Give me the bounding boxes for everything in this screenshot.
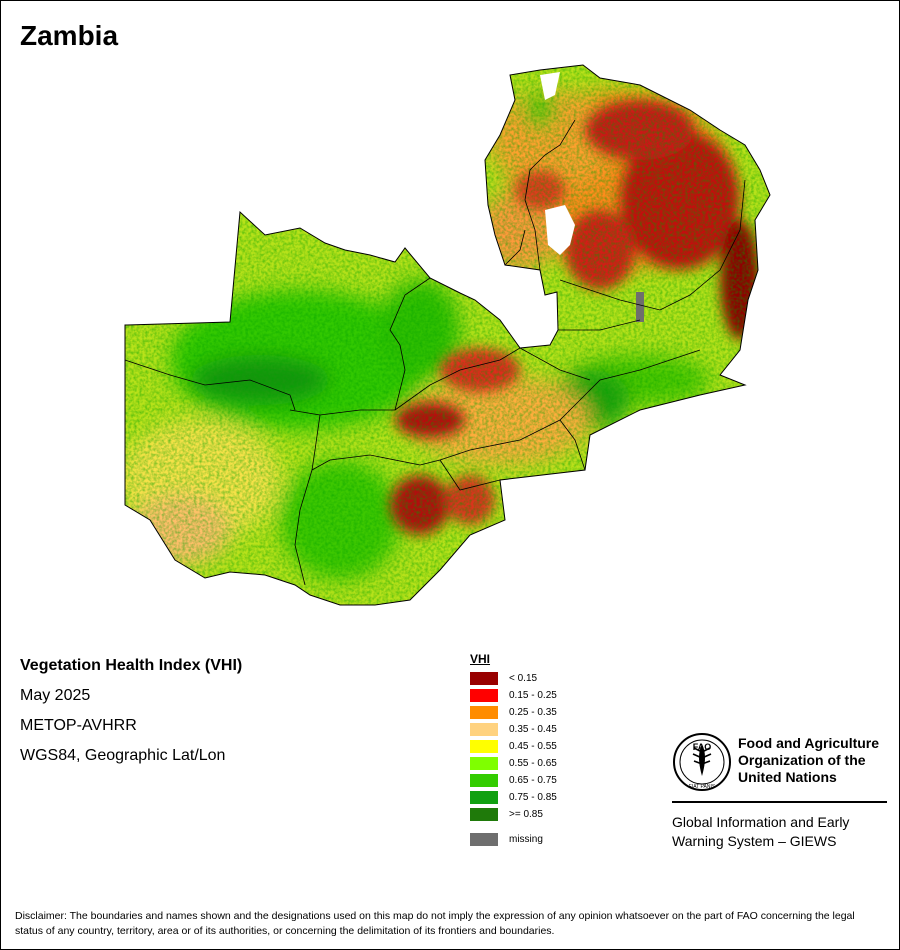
legend-label: 0.25 - 0.35 (509, 706, 557, 718)
legend-row: 0.75 - 0.85 (470, 789, 557, 805)
legend-swatch (470, 688, 498, 702)
fao-name-line-1: Food and Agriculture (738, 735, 880, 751)
province-boundaries (124, 119, 746, 586)
legend-row: 0.55 - 0.65 (470, 755, 557, 771)
legend-label: < 0.15 (509, 672, 538, 684)
legend-title: VHI (470, 652, 491, 666)
legend-row: >= 0.85 (470, 806, 557, 822)
fao-name: Food and Agriculture Organization of the… (738, 735, 879, 786)
legend-swatch (470, 671, 498, 685)
index-name: Vegetation Health Index (VHI) (20, 657, 243, 674)
giews-name: Global Information and Early Warning Sys… (672, 813, 849, 851)
legend-swatch (470, 739, 498, 753)
fao-name-line-3: United Nations (738, 769, 837, 785)
legend-row: 0.15 - 0.25 (470, 687, 557, 703)
disclaimer: Disclaimer: The boundaries and names sho… (15, 910, 855, 937)
legend-swatch (470, 722, 498, 736)
legend-row-missing: missing (470, 831, 557, 847)
vhi-map (124, 64, 771, 606)
vhi-raster (125, 65, 770, 605)
lake-bangweulu-icon (545, 205, 575, 255)
giews-line-1: Global Information and Early (672, 814, 850, 830)
fao-logo: FAO FIAT PANIS (672, 732, 732, 797)
legend-swatch (470, 705, 498, 719)
giews-line-2: Warning System – GIEWS (672, 833, 837, 849)
legend-row: 0.35 - 0.45 (470, 721, 557, 737)
map-info: Vegetation Health Index (VHI) May 2025 M… (20, 657, 242, 777)
legend-classes: < 0.15 0.15 - 0.25 0.25 - 0.35 0.35 - 0.45 0… (470, 670, 557, 822)
legend-label: 0.35 - 0.45 (509, 723, 557, 735)
legend-swatch-missing (470, 832, 498, 846)
fao-emblem-icon: FAO FIAT PANIS (673, 733, 731, 791)
map-title: Zambia (20, 20, 119, 51)
legend-label: 0.75 - 0.85 (509, 791, 557, 803)
legend-swatch (470, 807, 498, 821)
fao-name-line-2: Organization of the (738, 752, 866, 768)
lake-tanganyika-icon (540, 72, 560, 100)
sensor-label: METOP-AVHRR (20, 717, 137, 734)
legend-row: 0.45 - 0.55 (470, 738, 557, 754)
legend-row: < 0.15 (470, 670, 557, 686)
missing-data-patch (636, 292, 644, 322)
fao-divider (672, 801, 887, 803)
projection-label: WGS84, Geographic Lat/Lon (20, 747, 226, 764)
fao-logo-text: FAO (693, 742, 712, 752)
legend-label-missing: missing (509, 833, 543, 845)
legend-label: >= 0.85 (509, 808, 543, 820)
legend-label: 0.45 - 0.55 (509, 740, 557, 752)
legend-label: 0.55 - 0.65 (509, 757, 557, 769)
fao-motto-text: FIAT PANIS (689, 784, 716, 790)
legend-row: 0.25 - 0.35 (470, 704, 557, 720)
period-label: May 2025 (20, 687, 91, 704)
zambia-vhi-map-svg (124, 64, 771, 606)
legend-label: 0.65 - 0.75 (509, 774, 557, 786)
vhi-legend: VHI < 0.15 0.15 - 0.25 0.25 - 0.35 0.35 - 0… (470, 652, 557, 848)
legend-swatch (470, 773, 498, 787)
legend-row: 0.65 - 0.75 (470, 772, 557, 788)
legend-label: 0.15 - 0.25 (509, 689, 557, 701)
legend-swatch (470, 790, 498, 804)
legend-swatch (470, 756, 498, 770)
